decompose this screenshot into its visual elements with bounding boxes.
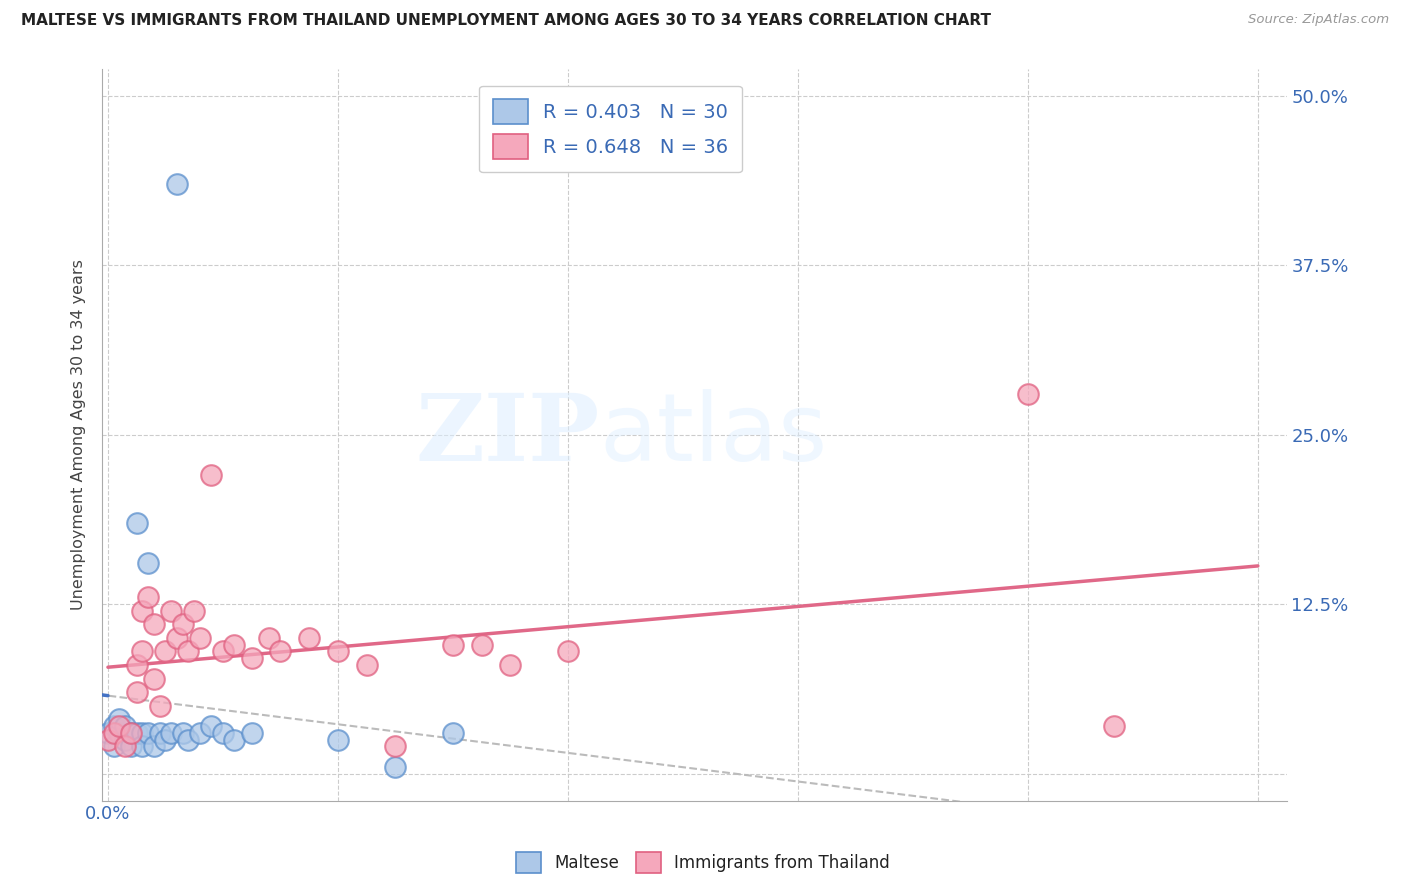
Point	[166, 177, 188, 191]
Point	[114, 739, 136, 754]
Point	[120, 726, 142, 740]
Point	[172, 726, 194, 740]
Point	[200, 719, 222, 733]
Point	[142, 739, 165, 754]
Point	[326, 644, 349, 658]
Point	[131, 604, 153, 618]
Point	[136, 591, 159, 605]
Point	[136, 557, 159, 571]
Point	[1017, 387, 1039, 401]
Text: Source: ZipAtlas.com: Source: ZipAtlas.com	[1249, 13, 1389, 27]
Point	[224, 732, 246, 747]
Point	[471, 638, 494, 652]
Point	[149, 726, 172, 740]
Point	[142, 672, 165, 686]
Point	[142, 617, 165, 632]
Point	[155, 732, 177, 747]
Point	[125, 685, 148, 699]
Point	[108, 712, 131, 726]
Point	[160, 604, 183, 618]
Point	[114, 732, 136, 747]
Point	[212, 644, 235, 658]
Point	[499, 658, 522, 673]
Point	[103, 739, 125, 754]
Point	[125, 516, 148, 530]
Point	[160, 726, 183, 740]
Point	[269, 644, 291, 658]
Point	[131, 739, 153, 754]
Point	[177, 732, 200, 747]
Point	[166, 631, 188, 645]
Point	[557, 644, 579, 658]
Point	[384, 739, 406, 754]
Legend: R = 0.403   N = 30, R = 0.648   N = 36: R = 0.403 N = 30, R = 0.648 N = 36	[479, 86, 742, 172]
Point	[188, 726, 211, 740]
Point	[188, 631, 211, 645]
Y-axis label: Unemployment Among Ages 30 to 34 years: Unemployment Among Ages 30 to 34 years	[72, 260, 86, 610]
Point	[149, 698, 172, 713]
Point	[125, 726, 148, 740]
Point	[356, 658, 378, 673]
Point	[441, 638, 464, 652]
Point	[183, 604, 205, 618]
Point	[131, 644, 153, 658]
Point	[103, 726, 125, 740]
Point	[200, 468, 222, 483]
Point	[1102, 719, 1125, 733]
Point	[172, 617, 194, 632]
Point	[212, 726, 235, 740]
Point	[108, 719, 131, 733]
Point	[441, 726, 464, 740]
Point	[224, 638, 246, 652]
Point	[125, 658, 148, 673]
Point	[103, 719, 125, 733]
Point	[136, 726, 159, 740]
Point	[298, 631, 321, 645]
Point	[240, 726, 263, 740]
Point	[97, 726, 120, 740]
Point	[108, 726, 131, 740]
Point	[326, 732, 349, 747]
Point	[155, 644, 177, 658]
Text: atlas: atlas	[599, 389, 828, 481]
Point	[384, 760, 406, 774]
Point	[177, 644, 200, 658]
Legend: Maltese, Immigrants from Thailand: Maltese, Immigrants from Thailand	[509, 846, 897, 880]
Point	[240, 651, 263, 665]
Text: MALTESE VS IMMIGRANTS FROM THAILAND UNEMPLOYMENT AMONG AGES 30 TO 34 YEARS CORRE: MALTESE VS IMMIGRANTS FROM THAILAND UNEM…	[21, 13, 991, 29]
Point	[120, 726, 142, 740]
Point	[97, 732, 120, 747]
Point	[114, 719, 136, 733]
Point	[257, 631, 280, 645]
Text: ZIP: ZIP	[415, 390, 599, 480]
Point	[120, 739, 142, 754]
Point	[131, 726, 153, 740]
